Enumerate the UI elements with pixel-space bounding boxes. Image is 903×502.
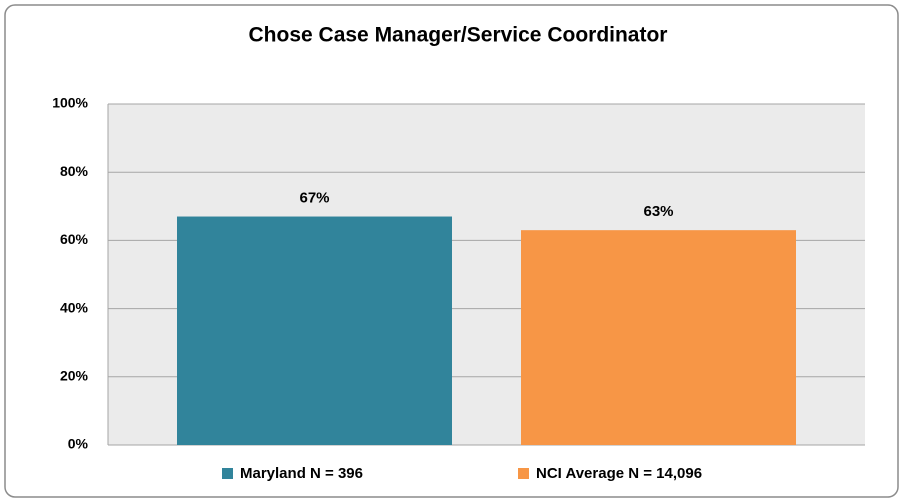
y-tick-label: 20% — [60, 368, 89, 384]
data-label: 67% — [299, 189, 329, 206]
y-tick-label: 0% — [68, 436, 89, 452]
bar — [521, 230, 796, 445]
legend-swatch — [222, 468, 233, 479]
y-tick-label: 80% — [60, 163, 89, 179]
legend-swatch — [518, 468, 529, 479]
y-tick-label: 40% — [60, 299, 89, 315]
y-tick-label: 60% — [60, 231, 89, 247]
legend-label: Maryland N = 396 — [240, 465, 363, 482]
y-tick-label: 100% — [52, 95, 88, 111]
chart-title: Chose Case Manager/Service Coordinator — [249, 24, 668, 47]
bar — [177, 216, 452, 445]
data-label: 63% — [643, 203, 673, 220]
legend-label: NCI Average N = 14,096 — [536, 465, 702, 482]
